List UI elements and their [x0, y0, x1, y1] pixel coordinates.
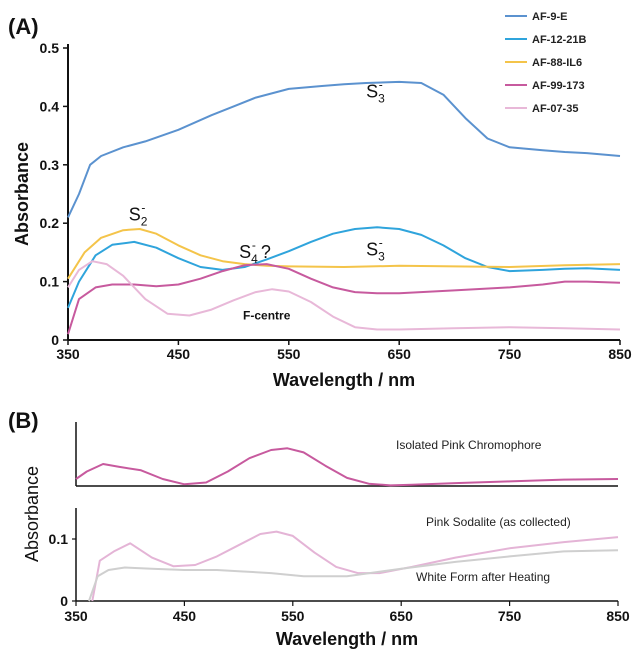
series-line-white-form — [88, 549, 619, 602]
annotation-species: S2- — [129, 200, 148, 228]
y-tick-label: 0.5 — [40, 40, 60, 56]
series-line-isolated-pink-chromophore — [75, 447, 619, 487]
x-tick-label: 350 — [64, 608, 88, 624]
y-tick-label: 0.2 — [40, 215, 60, 231]
annotation-superscript: - — [141, 200, 145, 214]
annotation-species: S3- — [366, 235, 385, 263]
series-label: Isolated Pink Chromophore — [396, 438, 542, 452]
annotation-superscript: - — [379, 78, 383, 92]
legend-label: AF-12-21B — [532, 34, 586, 46]
legend-label: AF-9-E — [532, 11, 567, 23]
series-line-af-88-il6 — [67, 228, 621, 280]
x-tick-label: 550 — [281, 608, 305, 624]
series-line-af-07-35 — [67, 260, 621, 331]
series-line-af-9-e — [67, 80, 621, 218]
x-tick-label: 350 — [56, 346, 80, 362]
y-tick-label: 0.1 — [40, 274, 60, 290]
legend-label: AF-88-IL6 — [532, 57, 582, 69]
x-tick-label: 550 — [277, 346, 301, 362]
y-axis-title: Absorbance — [12, 142, 32, 246]
x-tick-label: 650 — [388, 346, 412, 362]
y-tick-label: 0 — [51, 332, 59, 348]
annotation-species: S4- ? — [239, 238, 271, 266]
x-tick-label: 750 — [498, 608, 522, 624]
x-tick-label: 450 — [167, 346, 191, 362]
panel-label-b: (B) — [8, 408, 39, 433]
panel-a: (A) 0 0.1 0.2 0.3 0.4 0.5 350 450 550 650 750 850 Wav… — [8, 11, 632, 390]
y-axis-title: Absorbance — [22, 466, 42, 562]
annotation-subscript: 2 — [141, 214, 148, 228]
annotation-superscript: - — [379, 235, 383, 249]
annotation-label: F-centre — [243, 309, 291, 323]
y-tick-label: 0.1 — [49, 531, 69, 547]
panel-b: (B) Isolated Pink Chromophore 0 0.1 350 450 55… — [8, 408, 630, 649]
x-tick-label: 850 — [608, 346, 632, 362]
y-tick-label: 0.3 — [40, 157, 60, 173]
annotation-subscript: 4 — [251, 252, 258, 266]
y-tick-label: 0 — [60, 593, 68, 609]
panel-label-a: (A) — [8, 14, 39, 39]
series-label: White Form after Heating — [416, 570, 550, 584]
annotation-subscript: 3 — [378, 249, 385, 263]
x-tick-label: 850 — [606, 608, 630, 624]
annotation-superscript: - — [252, 238, 256, 252]
x-tick-label: 750 — [498, 346, 522, 362]
annotation-subscript: 3 — [378, 92, 385, 106]
x-axis-title: Wavelength / nm — [276, 629, 418, 649]
series-label: Pink Sodalite (as collected) — [426, 515, 571, 529]
legend-label: AF-07-35 — [532, 103, 578, 115]
y-tick-label: 0.4 — [40, 98, 60, 114]
series-line-af-99-173 — [67, 263, 621, 335]
x-tick-label: 650 — [390, 608, 414, 624]
series-line-af-12-21b — [67, 226, 621, 309]
legend-label: AF-99-173 — [532, 80, 585, 92]
annotation-species: S3- — [366, 78, 385, 106]
x-tick-label: 450 — [173, 608, 197, 624]
annotation-tail: ? — [256, 242, 271, 262]
series-line-pink-sodalite — [91, 530, 619, 602]
x-axis-title: Wavelength / nm — [273, 370, 415, 390]
